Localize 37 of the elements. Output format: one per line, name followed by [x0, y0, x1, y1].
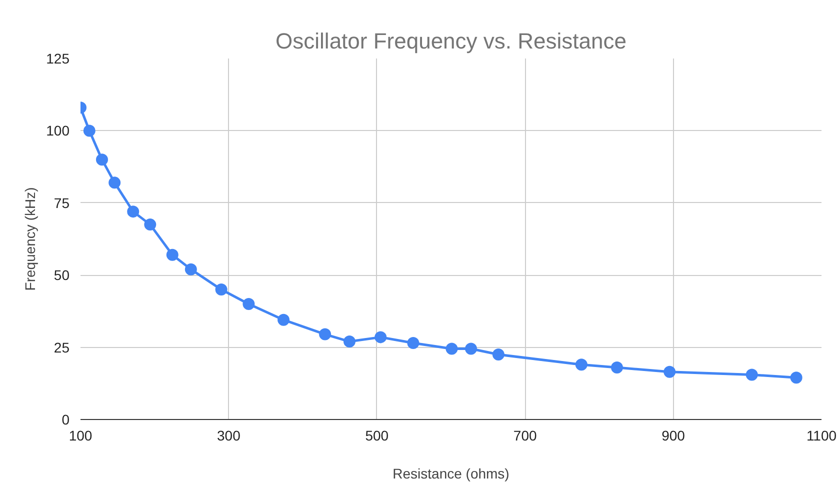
- point: [144, 218, 156, 231]
- y-tick-label: 125: [46, 50, 70, 66]
- x-tick-label: 300: [217, 428, 241, 444]
- point: [184, 263, 197, 276]
- point: [664, 366, 676, 378]
- point: [108, 176, 121, 189]
- x-axis-title: Resistance (ohms): [392, 466, 510, 482]
- point: [242, 298, 255, 310]
- y-tick-label: 75: [54, 194, 70, 211]
- x-tick-label: 700: [513, 428, 537, 444]
- point: [407, 336, 420, 349]
- point: [492, 348, 504, 361]
- y-tick-label: 50: [54, 267, 70, 284]
- point: [319, 328, 332, 340]
- y-tick-label: 25: [54, 339, 70, 356]
- point: [575, 358, 588, 371]
- point: [465, 342, 478, 355]
- point: [446, 342, 458, 355]
- point: [610, 362, 623, 374]
- point: [83, 124, 96, 137]
- x-tick-label: 900: [662, 428, 686, 444]
- point: [215, 284, 228, 296]
- point: [374, 331, 387, 344]
- y-tick-label: 0: [62, 412, 70, 428]
- y-tick-label: 100: [46, 122, 70, 139]
- point: [278, 314, 290, 326]
- x-tick-label: 1100: [806, 428, 837, 444]
- chart-title: Oscillator Frequency vs. Resistance: [276, 28, 626, 54]
- y-axis-title: Frequency (kHz): [22, 187, 38, 291]
- point: [790, 372, 802, 384]
- x-tick-label: 500: [365, 428, 389, 444]
- point: [166, 248, 178, 261]
- point: [746, 368, 758, 381]
- point: [343, 336, 356, 348]
- point: [96, 154, 108, 166]
- x-tick-label: 100: [68, 428, 92, 444]
- point: [127, 206, 140, 218]
